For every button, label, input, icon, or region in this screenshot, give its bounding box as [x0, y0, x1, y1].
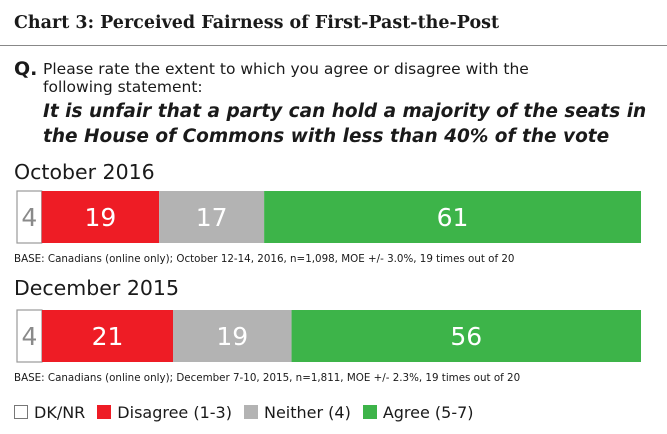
legend-item: DK/NR	[14, 403, 85, 422]
bar-value-label: 17	[196, 203, 228, 232]
bar-value-label: 19	[216, 322, 248, 351]
legend-label: DK/NR	[34, 402, 86, 422]
legend-swatch	[362, 405, 377, 419]
bar-value-label: 4	[21, 203, 37, 232]
bar-value-label: 61	[437, 203, 469, 232]
bar-segment-disagree-1-3-0	[41, 191, 160, 243]
legend-swatch	[14, 405, 28, 419]
legend-item: Agree (5-7)	[362, 402, 474, 422]
legend-swatch	[97, 405, 112, 419]
bar-segment-dk-nr-0	[16, 190, 43, 244]
bar-segment-neither-4-0	[159, 191, 265, 243]
legend-item: Disagree (1-3)	[97, 403, 232, 422]
question-label: Q.	[14, 58, 38, 80]
period-label-dec-2015: December 2015	[14, 276, 179, 300]
chart-title: Chart 3: Perceived Fairness of First-Pas…	[14, 13, 500, 33]
bar-segment-agree-5-7-1	[291, 310, 641, 362]
legend-label: Neither (4)	[263, 402, 351, 422]
bar-value-label: 19	[84, 203, 116, 232]
bar-segment-dk-nr-1	[16, 309, 43, 363]
legend-item: Neither (4)	[243, 402, 351, 422]
legend-label: Disagree (1-3)	[117, 402, 232, 422]
chart-legend: DK/NR Disagree (1-3) Neither (4) Agree (5-7…	[14, 401, 486, 423]
statement-text: It is unfair that a party can hold a maj…	[43, 101, 647, 147]
base-note-dec-2015: BASE: Canadians (online only); December …	[14, 372, 521, 384]
bar-segment-disagree-1-3-1	[41, 310, 174, 362]
base-note-oct-2016: BASE: Canadians (online only); October 1…	[14, 253, 515, 265]
question-text: Please rate the extent to which you agre…	[43, 60, 529, 96]
bar-value-label: 4	[22, 322, 38, 351]
bar-segment-agree-5-7-0	[264, 191, 641, 243]
bar-value-label: 56	[450, 322, 482, 351]
legend-swatch	[243, 405, 258, 419]
bar-segment-neither-4-1	[173, 310, 292, 362]
period-label-oct-2016: October 2016	[14, 160, 155, 184]
legend-label: Agree (5-7)	[382, 402, 474, 422]
bar-value-label: 21	[92, 322, 124, 351]
title-divider	[0, 45, 667, 46]
